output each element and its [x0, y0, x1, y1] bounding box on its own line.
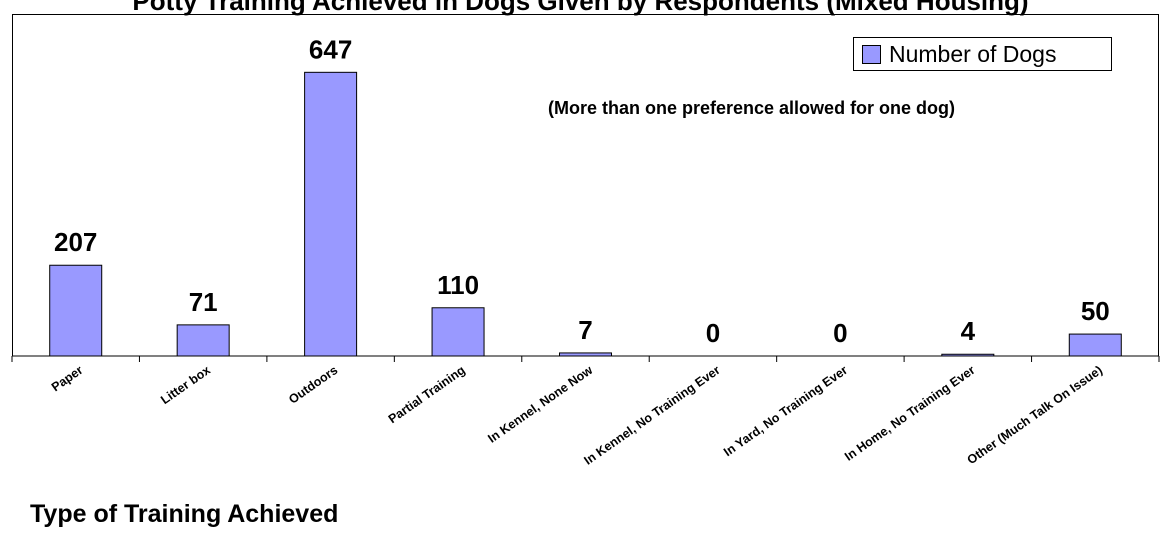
- x-axis-label: Type of Training Achieved: [30, 500, 339, 528]
- bar: [304, 71, 358, 357]
- legend: Number of Dogs: [853, 37, 1112, 71]
- x-tick-label: In Yard, No Training Ever: [721, 363, 850, 459]
- x-tick-label: In Kennel, None Now: [485, 363, 595, 446]
- data-label: 50: [1081, 296, 1110, 326]
- data-label: 4: [961, 316, 976, 346]
- bar: [941, 353, 995, 357]
- legend-label: Number of Dogs: [889, 40, 1057, 67]
- chart-title: Potty Training Achieved in Dogs Given by…: [132, 0, 1029, 16]
- x-tick-label: In Kennel, No Training Ever: [581, 363, 722, 468]
- x-tick-label: In Home, No Training Ever: [842, 363, 978, 464]
- data-label: 110: [437, 270, 479, 300]
- legend-swatch: [862, 44, 881, 64]
- bar: [1068, 333, 1122, 357]
- data-label: 207: [54, 227, 97, 257]
- x-tick-label: Outdoors: [286, 363, 340, 407]
- bar: [559, 352, 612, 357]
- data-label: 71: [189, 287, 218, 317]
- x-tick-label: Other (Much Talk On Issue): [965, 363, 1105, 467]
- chart-note: (More than one preference allowed for on…: [548, 98, 956, 118]
- x-tick-label: Partial Training: [386, 363, 468, 426]
- bar: [431, 307, 485, 357]
- x-tick-label: Litter box: [158, 363, 213, 407]
- bar: [49, 264, 103, 357]
- bar: [176, 324, 230, 357]
- data-label: 647: [309, 34, 352, 64]
- data-label: 0: [706, 318, 720, 348]
- x-tick-label: Paper: [49, 363, 86, 394]
- plot-area: [12, 14, 1159, 356]
- data-label: 7: [578, 315, 592, 345]
- data-label: 0: [833, 318, 847, 348]
